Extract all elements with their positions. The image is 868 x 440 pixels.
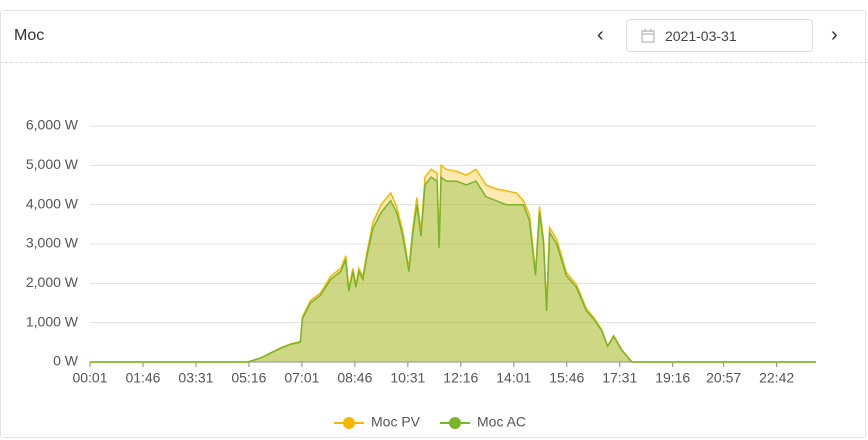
- next-button[interactable]: ›: [831, 24, 838, 46]
- x-tick-label: 19:16: [655, 370, 690, 386]
- y-tick-label: 0 W: [53, 353, 79, 369]
- card: [0, 10, 866, 438]
- y-tick-label: 4,000 W: [26, 195, 79, 211]
- x-tick-label: 15:46: [549, 370, 584, 386]
- date-picker[interactable]: 2021-03-31: [626, 19, 813, 52]
- x-tick-label: 05:16: [231, 370, 266, 386]
- area: [90, 165, 816, 362]
- date: 2021-03-31: [665, 28, 737, 44]
- x-tick-label: 12:16: [443, 370, 478, 386]
- x-tick-label: 08:46: [337, 370, 372, 386]
- area: [90, 177, 816, 362]
- y-tick-label: 1,000 W: [26, 313, 79, 329]
- x-tick-label: 22:42: [759, 370, 794, 386]
- x-tick-label: 01:46: [125, 370, 160, 386]
- line: [90, 175, 816, 363]
- title: Moc: [14, 27, 45, 44]
- legend-marker: [449, 417, 461, 429]
- y-tick-label: 6,000 W: [26, 117, 79, 133]
- y-tick-label: 2,000 W: [26, 274, 79, 290]
- x-tick-label: 00:01: [72, 370, 107, 386]
- legend-label: Moc AC: [477, 414, 526, 430]
- x-tick-label: 14:01: [496, 370, 531, 386]
- y-tick-label: 5,000 W: [26, 156, 79, 172]
- legend-label: Moc PV: [371, 414, 421, 430]
- header: Moc ‹ 2021-03-31 ›: [0, 10, 868, 63]
- line: [90, 163, 816, 363]
- x-tick-label: 03:31: [178, 370, 213, 386]
- prev-button[interactable]: ‹: [597, 24, 604, 46]
- calendar-icon: [641, 29, 655, 43]
- legend-marker: [343, 417, 355, 429]
- x-tick-label: 07:01: [284, 370, 319, 386]
- y-tick-label: 3,000 W: [26, 235, 79, 251]
- x-tick-label: 17:31: [602, 370, 637, 386]
- x-tick-label: 20:57: [706, 370, 741, 386]
- x-tick-label: 10:31: [390, 370, 425, 386]
